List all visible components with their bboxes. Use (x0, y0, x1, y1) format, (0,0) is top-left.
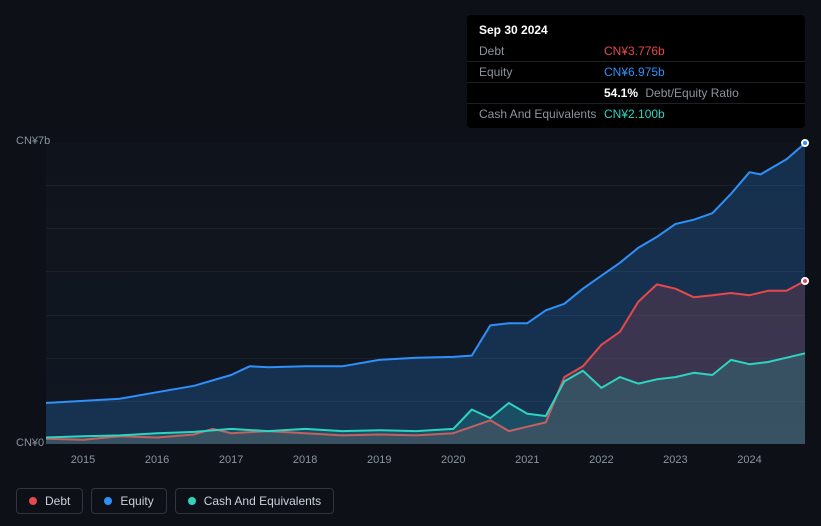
x-axis-tick: 2022 (589, 454, 613, 466)
tooltip-ratio-spacer (479, 86, 604, 100)
chart-area[interactable]: 2015 2016 2017 2018 2019 2020 2021 2022 2023 2024… (16, 122, 805, 479)
x-axis-tick: 2021 (515, 454, 539, 466)
debt-dot-icon (29, 497, 37, 505)
legend-label: Equity (120, 494, 153, 508)
tooltip-cash-value: CN¥2.100b (604, 107, 665, 121)
tooltip-row-cash: Cash And Equivalents CN¥2.100b (467, 104, 805, 124)
x-axis-tick: 2024 (737, 454, 761, 466)
tooltip-row-equity: Equity CN¥6.975b (467, 62, 805, 83)
tooltip-row-ratio: 54.1% Debt/Equity Ratio (467, 83, 805, 104)
tooltip-equity-label: Equity (479, 65, 604, 79)
debt-end-marker-icon (801, 277, 809, 285)
tooltip-debt-value: CN¥3.776b (604, 44, 665, 58)
x-axis: 2015 2016 2017 2018 2019 2020 2021 2022 2023 2024 (46, 454, 805, 472)
chart-tooltip: Sep 30 2024 Debt CN¥3.776b Equity CN¥6.9… (467, 15, 805, 128)
tooltip-ratio-label: Debt/Equity Ratio (645, 86, 738, 100)
x-axis-tick: 2019 (367, 454, 391, 466)
legend: Debt Equity Cash And Equivalents (16, 488, 334, 514)
x-axis-tick: 2017 (219, 454, 243, 466)
tooltip-date: Sep 30 2024 (467, 19, 805, 41)
x-axis-tick: 2018 (293, 454, 317, 466)
series-cash-and-equivalents (46, 142, 805, 444)
legend-item-equity[interactable]: Equity (91, 488, 166, 514)
tooltip-debt-label: Debt (479, 44, 604, 58)
tooltip-cash-label: Cash And Equivalents (479, 107, 604, 121)
x-axis-tick: 2023 (663, 454, 687, 466)
cash-dot-icon (188, 497, 196, 505)
legend-item-cash[interactable]: Cash And Equivalents (175, 488, 334, 514)
legend-label: Debt (45, 494, 70, 508)
x-axis-tick: 2015 (71, 454, 95, 466)
equity-end-marker-icon (801, 139, 809, 147)
x-axis-tick: 2016 (145, 454, 169, 466)
tooltip-equity-value: CN¥6.975b (604, 65, 665, 79)
y-axis-label: CN¥0 (16, 437, 30, 449)
tooltip-row-debt: Debt CN¥3.776b (467, 41, 805, 62)
x-axis-tick: 2020 (441, 454, 465, 466)
plot-region[interactable] (46, 142, 805, 444)
legend-item-debt[interactable]: Debt (16, 488, 83, 514)
equity-dot-icon (104, 497, 112, 505)
tooltip-ratio-value: 54.1% (604, 86, 638, 100)
y-axis-label: CN¥7b (16, 135, 30, 147)
legend-label: Cash And Equivalents (204, 494, 321, 508)
